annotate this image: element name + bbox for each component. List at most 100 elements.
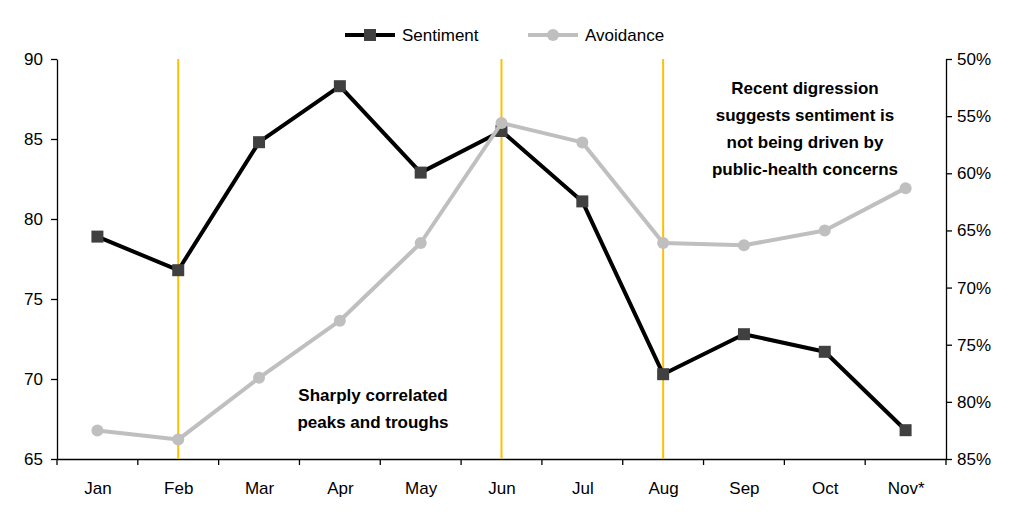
y-tick: 65 <box>24 450 57 469</box>
y-tick: 90 <box>24 50 57 69</box>
y2-tick-label: 80% <box>957 393 991 412</box>
x-tick-label: Jan <box>84 479 111 498</box>
y2-tick-label: 85% <box>957 450 991 469</box>
x-divider <box>218 459 219 465</box>
series-marker <box>738 239 750 251</box>
x-tick: Jun <box>488 459 515 498</box>
series-marker <box>91 231 103 243</box>
y-tick: 70 <box>24 370 57 389</box>
legend-label: Avoidance <box>585 26 664 45</box>
reference-line <box>662 59 664 459</box>
series-marker <box>415 237 427 249</box>
legend-marker <box>547 29 559 41</box>
chart: 65 70 75 80 85 90 85% 80% 75% 70% 65% 60% 55% 50% Jan F… <box>0 0 1016 520</box>
y2-tick-label: 50% <box>957 50 991 69</box>
x-tick: Oct <box>812 459 839 498</box>
y2-tick: 55% <box>946 107 991 126</box>
series-marker <box>334 80 346 92</box>
annotation-line: suggests sentiment is <box>716 106 895 125</box>
x-tick-label: Mar <box>245 479 275 498</box>
x-divider <box>622 459 623 465</box>
x-tick: Feb <box>164 459 193 498</box>
series-marker <box>91 424 103 436</box>
y2-tick-label: 55% <box>957 107 991 126</box>
y2-tick-mark <box>946 402 952 403</box>
series-marker <box>900 424 912 436</box>
y-tick-label: 70 <box>24 370 43 389</box>
x-tick: Apr <box>327 459 354 498</box>
y2-tick-label: 70% <box>957 279 991 298</box>
y-tick-label: 65 <box>24 450 43 469</box>
y-axis: 65 70 75 80 85 90 <box>24 50 57 469</box>
x-axis: Jan Feb Mar Apr May Jun Jul Aug Sep Oct Nov* <box>58 459 947 498</box>
annotation-line: Recent digression <box>731 79 878 98</box>
x-divider <box>865 459 866 465</box>
x-tick: May <box>405 459 438 498</box>
series-marker <box>576 195 588 207</box>
y-tick: 85 <box>24 130 57 149</box>
series-marker <box>172 434 184 446</box>
series-line <box>97 123 905 440</box>
y2-axis-line <box>946 60 947 460</box>
y2-tick: 70% <box>946 279 991 298</box>
y-tick-label: 90 <box>24 50 43 69</box>
series-marker <box>657 237 669 249</box>
x-divider <box>299 459 300 465</box>
annotation-line: Sharply correlated <box>298 386 447 405</box>
x-tick: Aug <box>649 459 679 498</box>
y-tick-mark <box>51 139 57 140</box>
x-divider <box>541 459 542 465</box>
x-tick: Jul <box>572 459 594 498</box>
y2-tick-mark <box>946 230 952 231</box>
y-tick-label: 80 <box>24 210 43 229</box>
y2-tick-mark <box>946 345 952 346</box>
x-divider <box>703 459 704 465</box>
x-tick-label: Jul <box>572 479 594 498</box>
x-tick: Jan <box>84 459 111 498</box>
legend-label: Sentiment <box>402 26 479 45</box>
x-divider <box>137 459 138 465</box>
legend-item: Avoidance <box>528 26 664 45</box>
annotation-line: not being driven by <box>727 133 884 152</box>
x-tick-label: Jun <box>488 479 515 498</box>
series-marker <box>819 224 831 236</box>
legend-marker <box>364 29 376 41</box>
annotation-line: peaks and troughs <box>297 413 448 432</box>
legend: Sentiment Avoidance <box>345 26 664 45</box>
y2-tick: 50% <box>946 50 991 69</box>
series-marker <box>415 167 427 179</box>
y-axis-line <box>57 60 58 460</box>
series-marker <box>657 368 669 380</box>
plot-area <box>91 59 911 459</box>
y-tick-label: 75 <box>24 290 43 309</box>
series-marker <box>496 117 508 129</box>
legend-item: Sentiment <box>345 26 479 45</box>
y-tick-label: 85 <box>24 130 43 149</box>
x-divider <box>945 459 946 465</box>
x-tick: Sep <box>729 459 759 498</box>
x-divider <box>460 459 461 465</box>
y-tick-mark <box>51 299 57 300</box>
x-tick: Mar <box>245 459 275 498</box>
x-tick: Nov* <box>888 459 925 498</box>
series-marker <box>334 315 346 327</box>
y2-tick-label: 75% <box>957 336 991 355</box>
x-divider <box>380 459 381 465</box>
y-tick: 75 <box>24 290 57 309</box>
x-tick-label: Oct <box>812 479 839 498</box>
series-line <box>97 86 905 430</box>
x-tick-label: Feb <box>164 479 193 498</box>
x-divider <box>784 459 785 465</box>
annotation: Recent digression suggests sentiment is no… <box>712 79 898 179</box>
y2-tick-label: 65% <box>957 221 991 240</box>
y2-tick: 85% <box>946 450 991 469</box>
series-marker <box>172 264 184 276</box>
series-marker <box>738 328 750 340</box>
annotation: Sharply correlated peaks and troughs <box>297 386 448 432</box>
y-tick-mark <box>51 59 57 60</box>
y2-tick-mark <box>946 116 952 117</box>
x-divider <box>56 459 57 465</box>
x-axis-line <box>58 459 947 460</box>
y2-tick-label: 60% <box>957 164 991 183</box>
y-tick-mark <box>51 379 57 380</box>
